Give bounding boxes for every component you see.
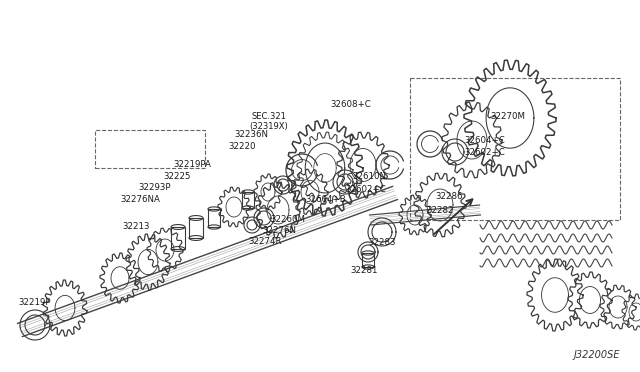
Text: 32602+C: 32602+C <box>464 148 505 157</box>
Text: 32219PA: 32219PA <box>173 160 211 169</box>
Bar <box>171 227 185 249</box>
Bar <box>362 253 374 267</box>
Text: 32604+B: 32604+B <box>305 195 346 204</box>
Text: 32260M: 32260M <box>270 215 305 224</box>
Bar <box>242 192 254 208</box>
Text: 32282: 32282 <box>426 206 454 215</box>
Text: 32283: 32283 <box>368 238 396 247</box>
Text: 32610N: 32610N <box>352 172 386 181</box>
Text: 32219P: 32219P <box>18 298 51 307</box>
Text: 32602+C: 32602+C <box>345 185 386 194</box>
Text: 32276N: 32276N <box>262 226 296 235</box>
Bar <box>189 218 203 238</box>
Bar <box>95 130 205 168</box>
Text: 32274R: 32274R <box>248 237 282 246</box>
Text: SEC.321: SEC.321 <box>251 112 286 121</box>
Text: J32200SE: J32200SE <box>573 350 620 360</box>
Text: 32604+C: 32604+C <box>464 136 505 145</box>
Text: 32236N: 32236N <box>234 130 268 139</box>
Text: 32213: 32213 <box>122 222 150 231</box>
Text: 32270M: 32270M <box>490 112 525 121</box>
Text: 32220: 32220 <box>228 142 255 151</box>
Text: 32225: 32225 <box>163 172 191 181</box>
Text: 32281: 32281 <box>350 266 378 275</box>
Bar <box>410 78 620 220</box>
Text: 32293P: 32293P <box>138 183 170 192</box>
Bar <box>208 209 220 227</box>
Text: 32286: 32286 <box>435 192 463 201</box>
Text: (32319X): (32319X) <box>249 122 288 131</box>
Text: 32608+C: 32608+C <box>330 100 371 109</box>
Text: 32276NA: 32276NA <box>120 195 160 204</box>
